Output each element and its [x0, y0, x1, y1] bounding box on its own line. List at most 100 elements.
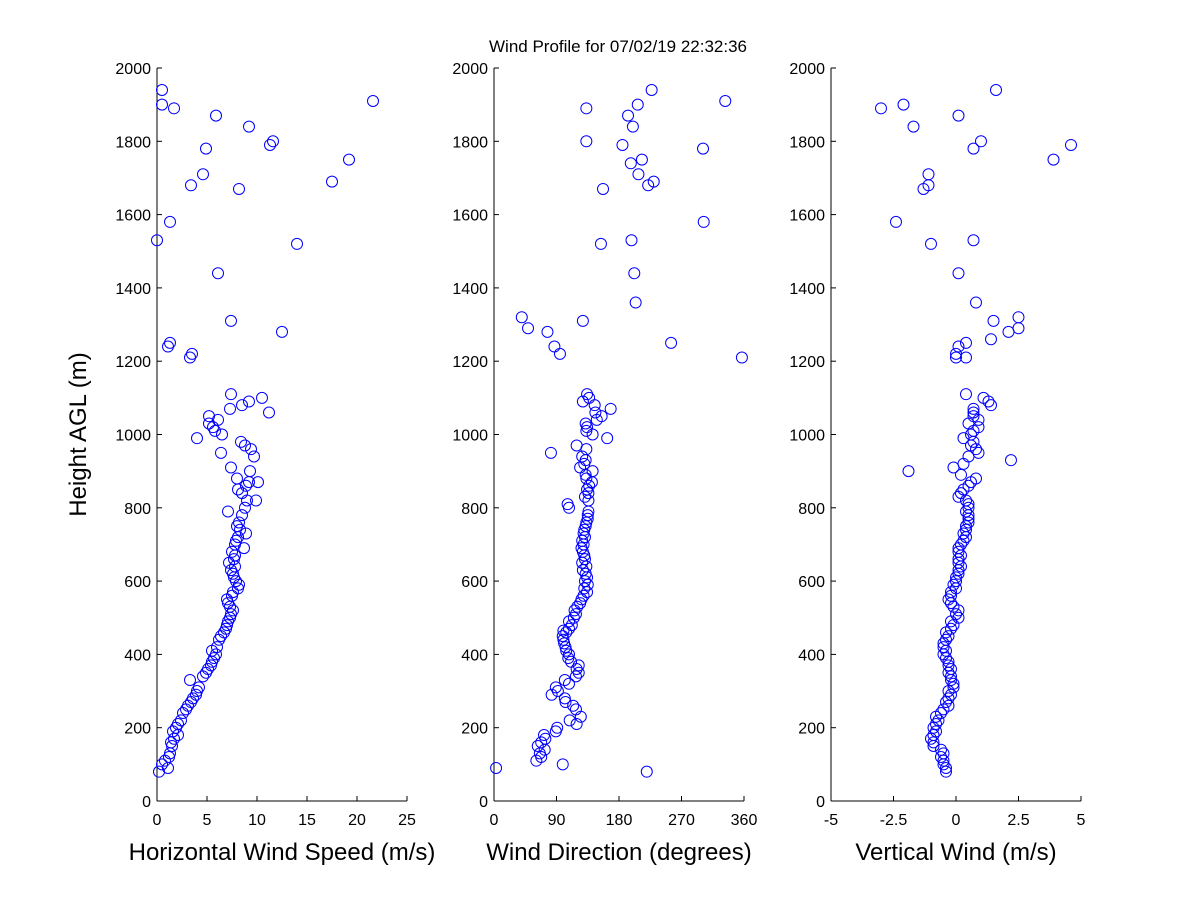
data-point — [548, 340, 561, 353]
y-tick-label: 600 — [124, 574, 151, 591]
data-point — [202, 663, 214, 676]
data-point — [950, 575, 962, 588]
data-point — [588, 399, 601, 412]
x-tick-label: 10 — [248, 812, 266, 829]
data-point — [957, 432, 970, 445]
data-point — [957, 457, 970, 470]
data-point — [576, 534, 589, 547]
y-tick-label: 0 — [479, 794, 488, 811]
data-point — [568, 604, 581, 617]
data-point — [215, 630, 227, 643]
data-point — [569, 703, 582, 716]
data-point — [955, 487, 967, 500]
data-point — [940, 652, 952, 665]
y-tick-label: 1600 — [115, 208, 151, 225]
data-point — [580, 135, 593, 148]
data-point — [156, 98, 168, 111]
data-point — [563, 622, 575, 635]
data-point — [940, 762, 952, 775]
data-point — [549, 681, 562, 694]
data-point — [243, 395, 255, 408]
data-point — [967, 234, 980, 247]
data-point — [1012, 311, 1025, 324]
data-point — [216, 428, 228, 441]
data-point — [940, 696, 952, 709]
data-point — [640, 765, 653, 778]
data-point — [185, 179, 197, 192]
data-point — [244, 465, 256, 478]
y-tick-label: 800 — [461, 501, 488, 518]
data-point — [236, 487, 248, 500]
data-point — [175, 714, 187, 727]
data-point — [236, 509, 248, 522]
data-point — [571, 600, 584, 613]
data-points-direction — [490, 83, 748, 778]
data-point — [957, 534, 970, 547]
data-point — [589, 406, 602, 419]
data-point — [960, 351, 972, 364]
data-point — [937, 747, 950, 760]
data-point — [190, 688, 202, 701]
data-point — [955, 468, 967, 481]
y-tick-label: 1200 — [452, 354, 488, 371]
data-point — [970, 296, 982, 309]
data-point — [225, 461, 237, 474]
x-tick-label: 15 — [298, 812, 316, 829]
data-point — [897, 98, 910, 111]
data-point — [962, 479, 975, 492]
data-point — [291, 237, 303, 250]
data-point — [205, 659, 217, 672]
data-point — [221, 619, 233, 632]
x-tick-label: 270 — [668, 812, 695, 829]
y-tick-label: 200 — [461, 721, 488, 738]
data-point — [875, 102, 887, 115]
data-point — [215, 446, 227, 459]
data-point — [580, 102, 593, 115]
data-point — [177, 707, 189, 720]
data-point — [985, 399, 997, 412]
data-point — [240, 479, 252, 492]
data-point — [235, 435, 247, 448]
data-point — [211, 641, 223, 654]
data-point — [225, 388, 237, 401]
data-point — [164, 747, 176, 760]
data-point — [227, 604, 239, 617]
y-tick-label: 400 — [124, 647, 151, 664]
x-tick-label: 2.5 — [1007, 812, 1029, 829]
data-point — [343, 153, 355, 166]
data-point — [563, 615, 575, 628]
y-tick-label: 1800 — [452, 134, 488, 151]
y-tick-label: 1200 — [789, 354, 825, 371]
data-point — [930, 718, 942, 731]
data-point — [629, 296, 642, 309]
data-point — [902, 465, 915, 478]
data-point — [635, 153, 648, 166]
data-point — [580, 424, 593, 437]
data-point — [645, 83, 658, 96]
data-point — [945, 663, 957, 676]
data-point — [945, 670, 957, 683]
data-point — [565, 655, 578, 668]
data-point — [233, 578, 245, 591]
data-point — [960, 523, 972, 536]
data-point — [697, 142, 710, 155]
panel-speed: 0 200 400 600 800 1000 1200 1400 1600 1800 2000 0 5 1… — [65, 61, 435, 866]
data-point — [955, 560, 967, 573]
data-point — [562, 652, 575, 665]
x-tick-label: 0 — [153, 812, 162, 829]
data-point — [957, 527, 970, 540]
data-point — [522, 322, 535, 335]
data-point — [628, 267, 641, 280]
data-point — [233, 516, 245, 529]
data-point — [962, 501, 975, 514]
data-point — [220, 622, 232, 635]
x-tick-label: -5 — [824, 812, 838, 829]
data-point — [967, 410, 980, 423]
data-point — [367, 94, 379, 107]
data-point — [631, 98, 644, 111]
data-point — [490, 762, 503, 775]
data-point — [225, 314, 237, 327]
data-point — [947, 681, 960, 694]
data-point — [940, 765, 952, 778]
data-point — [556, 758, 569, 771]
